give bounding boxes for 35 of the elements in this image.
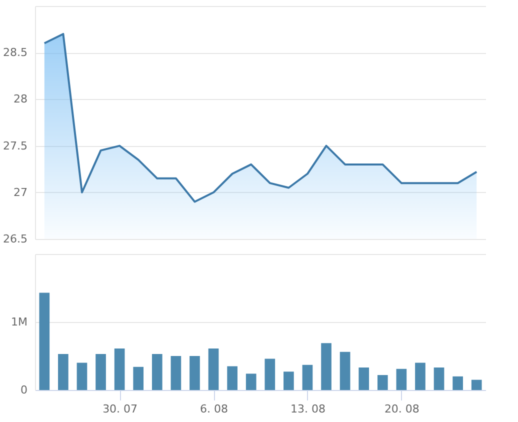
bar	[358, 368, 370, 390]
bar	[152, 354, 162, 390]
bar	[264, 358, 276, 390]
bar	[114, 348, 125, 390]
y-tick-label: 27	[14, 186, 28, 199]
x-tick-label: 20. 08	[384, 402, 420, 416]
x-tick-label: 30. 07	[102, 402, 138, 416]
bar	[246, 374, 256, 390]
bar	[284, 372, 294, 390]
bar	[190, 356, 200, 390]
bar	[452, 376, 463, 390]
y-tick-label: 1M	[11, 316, 28, 328]
bar	[39, 292, 50, 390]
bar	[415, 362, 426, 390]
bar	[96, 354, 106, 390]
bar	[170, 356, 182, 390]
bar	[434, 368, 444, 390]
y-tick-label: 27.5	[3, 139, 28, 152]
x-tick-label: 6. 08	[200, 402, 228, 416]
bar	[471, 380, 482, 390]
bar	[396, 368, 407, 390]
bar	[227, 366, 238, 390]
y-tick-label: 28	[14, 92, 28, 106]
bar	[377, 375, 388, 390]
y-tick-label: 28.5	[3, 46, 28, 60]
bar	[133, 366, 144, 390]
y-tick-label: 0	[20, 384, 28, 396]
x-tick-label: 13. 08	[290, 402, 326, 416]
bar	[321, 343, 332, 390]
bar	[340, 352, 350, 390]
bar	[58, 354, 68, 390]
bar	[76, 362, 88, 390]
bar	[302, 364, 313, 390]
y-tick-label: 26.5	[3, 232, 28, 246]
bar	[208, 348, 219, 390]
